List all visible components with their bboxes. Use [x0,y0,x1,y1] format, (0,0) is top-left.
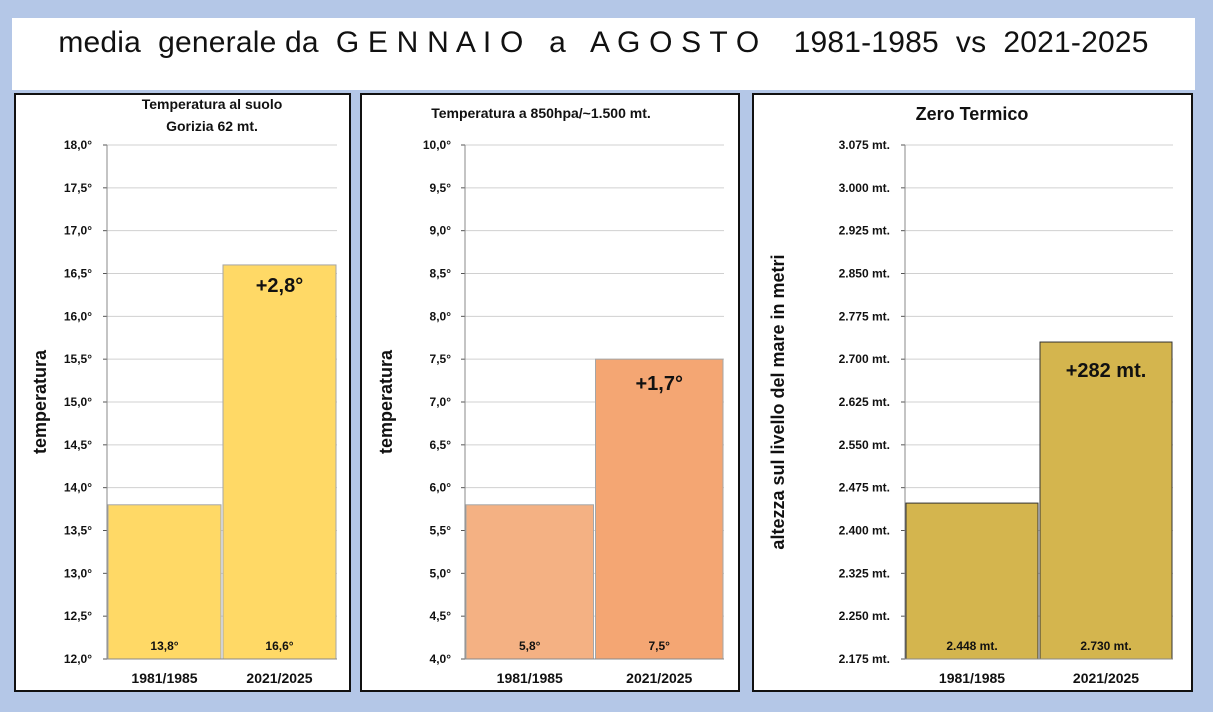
page-title: media generale da G E N N A I O a A G O … [58,26,1149,59]
y-tick-label: 16,0° [64,309,92,323]
bar [107,504,222,660]
y-tick-label: 15,5° [64,352,92,366]
chart-panel-850hpa-temperature: 4,0° 4,5° 5,0° 5,5° 6,0° 6,5° 7,0° 7,5° 8,0° 8,5°… [360,93,740,692]
chart-title: Zero Termico [916,104,1029,124]
y-tick-label: 2.250 mt. [839,609,890,623]
y-tick-label: 2.700 mt. [839,352,890,366]
y-tick-label: 2.175 mt. [839,652,890,666]
y-tick-label: 16,5° [64,267,92,281]
bar-value-label: 7,5° [649,639,671,653]
y-tick-label: 3.000 mt. [839,181,890,195]
y-tick-label: 3.075 mt. [839,138,890,152]
chart-850hpa-temperature: 4,0° 4,5° 5,0° 5,5° 6,0° 6,5° 7,0° 7,5° 8,0° 8,5°… [376,105,724,686]
chart-panel-zero-termico: 2.175 mt. 2.250 mt. 2.325 mt. 2.400 mt. 2.47… [752,93,1193,692]
y-tick-label: 14,0° [64,481,92,495]
y-tick-label: 9,5° [430,181,452,195]
y-tick-label: 10,0° [423,138,451,152]
y-tick-label: 2.475 mt. [839,481,890,495]
y-tick-label: 17,0° [64,224,92,238]
chart-title: Temperatura a 850hpa/~1.500 mt. [431,105,651,121]
bar-value-label: 2.730 mt. [1080,639,1131,653]
y-tick-label: 5,5° [430,524,452,538]
x-category-label: 2021/2025 [1073,670,1139,686]
x-category-label: 1981/1985 [131,670,197,686]
delta-annotation: +282 mt. [1066,360,1147,382]
y-axis-label: temperatura [30,349,50,454]
y-tick-label: 6,0° [430,481,452,495]
y-tick-label: 5,0° [430,566,452,580]
y-tick-label: 2.925 mt. [839,224,890,238]
bar [465,504,594,660]
y-tick-label: 4,5° [430,609,452,623]
header-banner: media generale da G E N N A I O a A G O … [12,18,1195,90]
y-tick-label: 8,5° [430,267,452,281]
bar [595,358,724,660]
delta-annotation: +2,8° [256,275,303,297]
y-tick-label: 2.625 mt. [839,395,890,409]
y-tick-label: 2.550 mt. [839,438,890,452]
bar-value-label: 13,8° [150,639,178,653]
y-tick-label: 13,5° [64,524,92,538]
chart-title: Gorizia 62 mt. [166,118,258,134]
chart-title: Temperatura al suolo [142,96,283,112]
y-tick-label: 8,0° [430,309,452,323]
y-tick-label: 13,0° [64,566,92,580]
bar [222,264,337,660]
y-tick-label: 2.400 mt. [839,524,890,538]
y-axis-label: temperatura [376,349,396,454]
chart-surface-temperature: 12,0° 12,5° 13,0° 13,5° 14,0° 14,5° 15,0° 15,5°… [30,96,337,686]
y-tick-label: 2.775 mt. [839,309,890,323]
y-tick-label: 18,0° [64,138,92,152]
chart-panel-surface-temperature: 12,0° 12,5° 13,0° 13,5° 14,0° 14,5° 15,0° 15,5°… [14,93,351,692]
bar [1039,341,1173,660]
y-axis-label: altezza sul livello del mare in metri [768,254,788,549]
y-tick-label: 14,5° [64,438,92,452]
bar-value-label: 5,8° [519,639,541,653]
y-tick-label: 12,0° [64,652,92,666]
chart-zero-termico: 2.175 mt. 2.250 mt. 2.325 mt. 2.400 mt. 2.47… [768,104,1173,686]
y-tick-label: 17,5° [64,181,92,195]
y-tick-label: 2.850 mt. [839,267,890,281]
x-category-label: 2021/2025 [626,670,692,686]
delta-annotation: +1,7° [636,373,683,395]
y-tick-label: 2.325 mt. [839,566,890,580]
y-tick-label: 15,0° [64,395,92,409]
x-category-label: 2021/2025 [246,670,312,686]
x-category-label: 1981/1985 [939,670,1005,686]
bar [905,502,1039,660]
bar-value-label: 16,6° [265,639,293,653]
y-tick-label: 7,5° [430,352,452,366]
y-tick-label: 9,0° [430,224,452,238]
y-tick-label: 7,0° [430,395,452,409]
bar-value-label: 2.448 mt. [946,639,997,653]
y-tick-label: 12,5° [64,609,92,623]
y-tick-label: 4,0° [430,652,452,666]
y-tick-label: 6,5° [430,438,452,452]
x-category-label: 1981/1985 [497,670,563,686]
